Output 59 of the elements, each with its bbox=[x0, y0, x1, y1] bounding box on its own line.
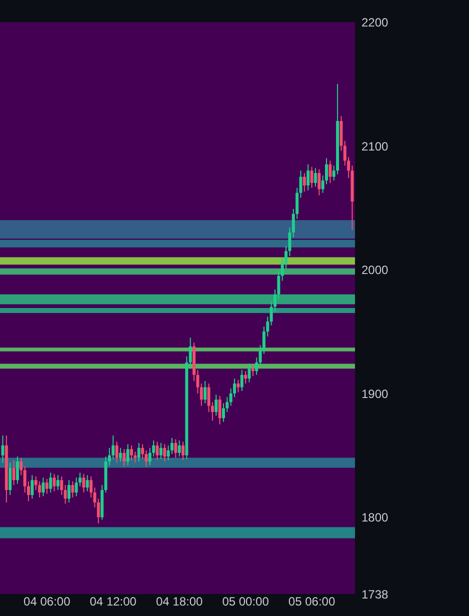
candlestick bbox=[159, 442, 162, 460]
candlestick bbox=[314, 168, 317, 188]
candlestick bbox=[255, 357, 258, 376]
y-tick-label: 1800 bbox=[362, 510, 389, 525]
candlestick bbox=[122, 448, 126, 467]
candlestick bbox=[240, 369, 244, 392]
candlestick bbox=[60, 476, 64, 496]
candlestick bbox=[16, 456, 19, 484]
y-tick-label: 2000 bbox=[362, 263, 389, 278]
candlestick bbox=[30, 474, 34, 500]
candlestick bbox=[204, 380, 207, 404]
y-tick-label: 2200 bbox=[362, 16, 389, 30]
candlestick bbox=[306, 164, 310, 191]
x-tick-label: 04 06:00 bbox=[24, 594, 71, 608]
candlestick bbox=[12, 460, 16, 486]
candlestick bbox=[188, 337, 192, 370]
candlestick bbox=[310, 166, 314, 188]
candlestick bbox=[67, 480, 70, 503]
candlestick bbox=[45, 478, 48, 494]
y-tick-label: 1738 bbox=[362, 588, 389, 602]
candlestick bbox=[318, 168, 321, 196]
candlestick bbox=[118, 447, 122, 462]
candlestick bbox=[82, 473, 86, 493]
candlestick bbox=[163, 444, 166, 462]
candlestick bbox=[178, 440, 181, 458]
candlestick bbox=[200, 383, 203, 406]
candlestick bbox=[86, 474, 89, 492]
candlestick bbox=[174, 438, 178, 458]
candlestick bbox=[96, 498, 100, 524]
candlestick bbox=[8, 462, 12, 496]
candlestick bbox=[251, 364, 254, 377]
candlestick bbox=[244, 370, 248, 384]
candlestick bbox=[156, 441, 159, 461]
x-tick-label: 04 18:00 bbox=[156, 594, 204, 608]
candlestick bbox=[130, 444, 134, 461]
candlestick bbox=[302, 172, 306, 192]
candlestick bbox=[126, 444, 130, 466]
candlestick bbox=[248, 363, 251, 383]
x-tick-label: 05 06:00 bbox=[288, 594, 336, 608]
candlestick bbox=[64, 484, 67, 504]
candlestick bbox=[20, 457, 23, 476]
candlestick bbox=[328, 160, 332, 184]
candlestick bbox=[236, 379, 240, 393]
candlestick bbox=[52, 473, 56, 492]
x-tick-label: 04 12:00 bbox=[90, 594, 137, 608]
candlestick bbox=[218, 395, 222, 425]
candlestick bbox=[71, 480, 74, 498]
candlestick bbox=[56, 474, 60, 490]
candlestick bbox=[38, 480, 42, 498]
candlestick bbox=[115, 441, 118, 464]
y-tick-label: 2100 bbox=[362, 139, 389, 154]
candlestick bbox=[137, 442, 140, 462]
candlestick bbox=[182, 441, 185, 461]
candlestick bbox=[49, 472, 52, 493]
x-tick-label: 05 00:00 bbox=[222, 594, 270, 608]
y-tick-label: 1900 bbox=[362, 386, 389, 401]
candlestick bbox=[214, 394, 218, 416]
candlestick bbox=[42, 477, 45, 497]
candlestick bbox=[1, 435, 4, 464]
